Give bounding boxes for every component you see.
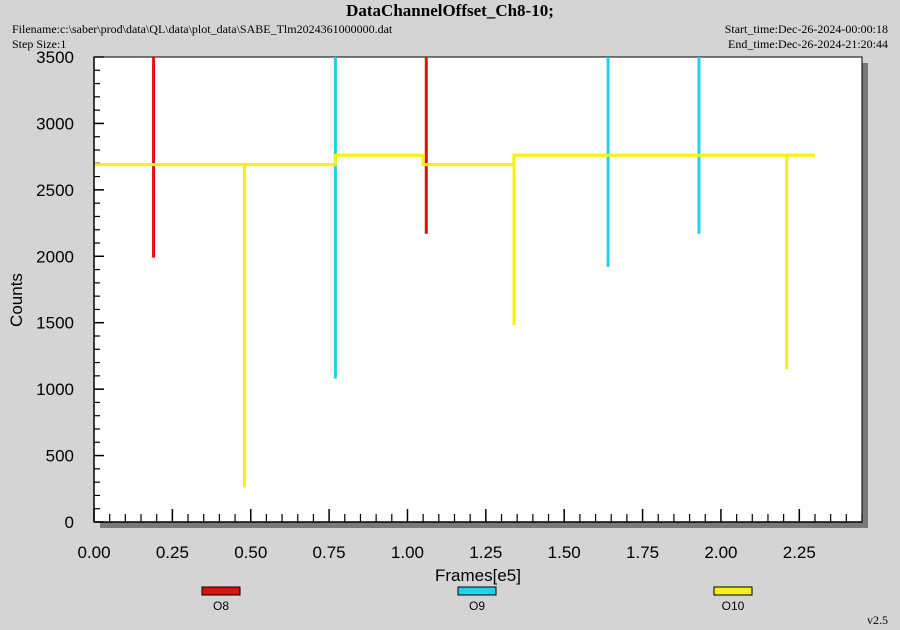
step-size-label: Step Size:1 bbox=[12, 37, 67, 51]
version-label: v2.5 bbox=[867, 613, 888, 627]
chart-title: DataChannelOffset_Ch8-10; bbox=[346, 1, 554, 20]
y-tick-label: 3000 bbox=[36, 114, 74, 133]
start-time-label: Start_time:Dec-26-2024-00:00:18 bbox=[724, 22, 888, 36]
x-tick-label: 1.50 bbox=[548, 543, 581, 562]
minor-ticks bbox=[94, 69, 863, 522]
x-tick-label: 0.50 bbox=[234, 543, 267, 562]
y-axis-title: Counts bbox=[7, 273, 26, 327]
x-tick-label: 0.25 bbox=[156, 543, 189, 562]
x-tick-label: 1.75 bbox=[626, 543, 659, 562]
y-tick-label: 2000 bbox=[36, 247, 74, 266]
x-tick-label: 2.00 bbox=[704, 543, 737, 562]
plot-area bbox=[93, 56, 863, 523]
x-tick-label: 2.25 bbox=[783, 543, 816, 562]
y-tick-label: 0 bbox=[65, 513, 74, 532]
y-tick-label: 1000 bbox=[36, 380, 74, 399]
x-axis: 0.00 0.25 0.50 0.75 1.00 1.25 1.50 1.75 2.00 2.25 bbox=[77, 509, 862, 562]
legend-label: O10 bbox=[722, 599, 745, 613]
legend-label: O8 bbox=[213, 599, 229, 613]
y-tick-label: 1500 bbox=[36, 314, 74, 333]
x-tick-label: 1.00 bbox=[391, 543, 424, 562]
y-tick-label: 500 bbox=[46, 447, 74, 466]
data-marks bbox=[94, 57, 815, 488]
legend-swatch-o10 bbox=[713, 586, 753, 596]
filename-label: Filename:c:\saber\prod\data\QL\data\plot… bbox=[12, 22, 393, 36]
y-tick-label: 2500 bbox=[36, 181, 74, 200]
y-axis: 0 500 1000 1500 2000 2500 3000 3500 bbox=[36, 48, 104, 532]
legend: O8 O9 O10 bbox=[201, 586, 753, 613]
x-tick-label: 0.00 bbox=[77, 543, 110, 562]
legend-swatch-o9 bbox=[457, 586, 497, 596]
legend-swatch-o8 bbox=[201, 586, 241, 596]
x-tick-label: 1.25 bbox=[469, 543, 502, 562]
x-axis-title: Frames[e5] bbox=[435, 566, 521, 585]
end-time-label: End_time:Dec-26-2024-21:20:44 bbox=[728, 37, 888, 51]
y-tick-label: 3500 bbox=[36, 48, 74, 67]
x-tick-label: 0.75 bbox=[313, 543, 346, 562]
legend-label: O9 bbox=[469, 599, 485, 613]
